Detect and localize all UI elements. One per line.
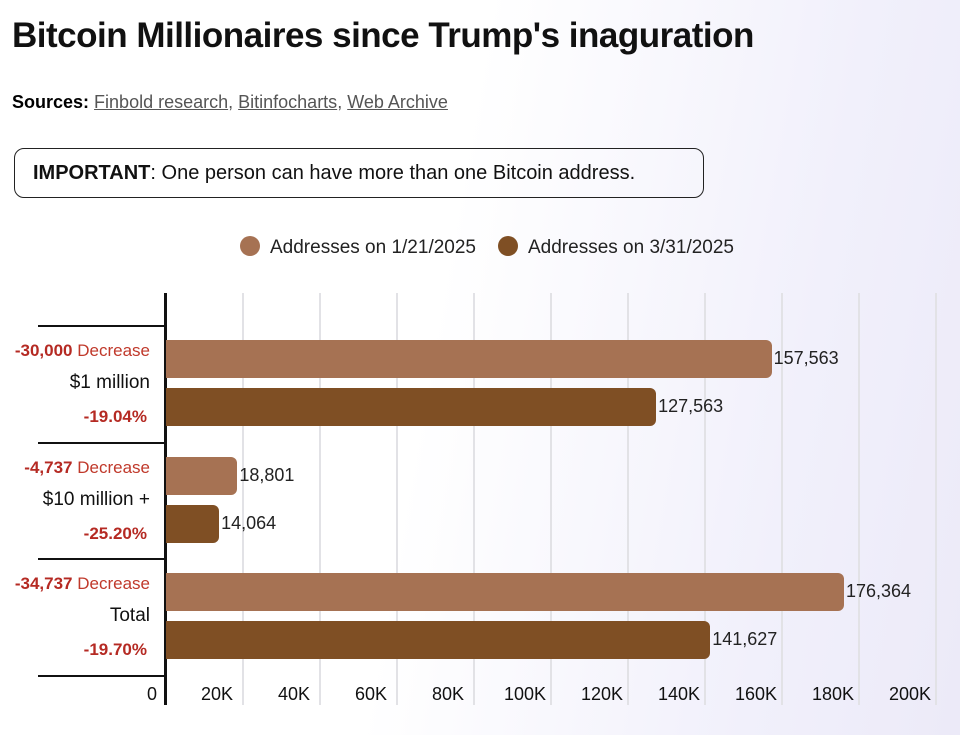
gridline — [858, 293, 860, 705]
gridline — [242, 293, 244, 705]
category-label: $10 million + — [42, 489, 150, 510]
gridline — [396, 293, 398, 705]
note-text: : One person can have more than one Bitc… — [150, 162, 636, 184]
change-word: Decrease — [77, 341, 150, 360]
category-label: Total — [109, 605, 150, 626]
x-tick-label: 180K — [811, 684, 855, 704]
x-tick-label: 40K — [277, 684, 311, 704]
x-tick-label: 100K — [503, 684, 547, 704]
gridline — [473, 293, 475, 705]
x-tick-label: 60K — [354, 684, 388, 704]
x-tick-label: 160K — [734, 684, 778, 704]
x-tick-label: 200K — [888, 684, 932, 704]
change-amount: -34,737 Decrease — [15, 574, 150, 594]
gridline — [781, 293, 783, 705]
bar-value-label: 18,801 — [239, 465, 295, 485]
group-separator — [38, 675, 164, 677]
group-separator — [38, 325, 164, 327]
source-link-web-archive[interactable]: Web Archive — [347, 92, 448, 112]
change-percent: -19.04% — [83, 407, 147, 426]
gridline — [627, 293, 629, 705]
x-tick-label: 20K — [200, 684, 234, 704]
change-word: Decrease — [77, 458, 150, 477]
bar-jan21 — [166, 457, 238, 495]
change-percent: -25.20% — [83, 524, 147, 543]
bar-value-label: 141,627 — [712, 629, 778, 649]
important-note: IMPORTANT: One person can have more than… — [14, 148, 704, 198]
x-tick-label: 0 — [146, 684, 158, 704]
gridline — [550, 293, 552, 705]
x-tick-label: 120K — [580, 684, 624, 704]
legend-label: Addresses on 1/21/2025 — [270, 237, 476, 258]
x-tick-label: 140K — [657, 684, 701, 704]
sources-label: Sources: — [12, 92, 90, 112]
legend: Addresses on 1/21/2025 Addresses on 3/31… — [240, 236, 734, 259]
chart-title: Bitcoin Millionaires since Trump's inagu… — [12, 16, 754, 55]
source-link-finbold[interactable]: Finbold research — [94, 92, 229, 112]
legend-item-1: Addresses on 1/21/2025 — [240, 236, 476, 259]
group-separator — [38, 558, 164, 560]
bar-mar31 — [166, 388, 657, 426]
change-word: Decrease — [77, 574, 150, 593]
x-tick-label: 80K — [431, 684, 465, 704]
bar-mar31 — [166, 505, 220, 543]
gridline — [704, 293, 706, 705]
change-value: -34,737 — [14, 574, 73, 593]
y-axis-line — [164, 293, 167, 705]
bar-mar31 — [166, 621, 711, 659]
legend-label: Addresses on 3/31/2025 — [528, 237, 734, 258]
bar-value-label: 14,064 — [221, 513, 277, 533]
legend-dot-icon — [240, 236, 260, 256]
bar-value-label: 157,563 — [773, 348, 839, 368]
gridline — [935, 293, 937, 705]
change-percent: -19.70% — [83, 640, 147, 659]
category-label: $1 million — [69, 372, 150, 393]
change-amount: -30,000 Decrease — [15, 341, 150, 361]
bar-jan21 — [166, 573, 844, 611]
gridline — [319, 293, 321, 705]
group-separator — [38, 442, 164, 444]
sources: Sources: Finbold research, Bitinfocharts… — [12, 92, 448, 112]
change-value: -4,737 — [24, 458, 73, 477]
note-bold: IMPORTANT — [33, 162, 151, 184]
bar-jan21 — [166, 340, 772, 378]
source-link-bitinfocharts[interactable]: Bitinfocharts — [238, 92, 338, 112]
bar-value-label: 127,563 — [658, 396, 724, 416]
legend-dot-icon — [498, 236, 518, 256]
change-amount: -4,737 Decrease — [24, 458, 150, 478]
change-value: -30,000 — [14, 341, 73, 360]
legend-item-2: Addresses on 3/31/2025 — [498, 236, 734, 259]
bar-value-label: 176,364 — [846, 581, 912, 601]
